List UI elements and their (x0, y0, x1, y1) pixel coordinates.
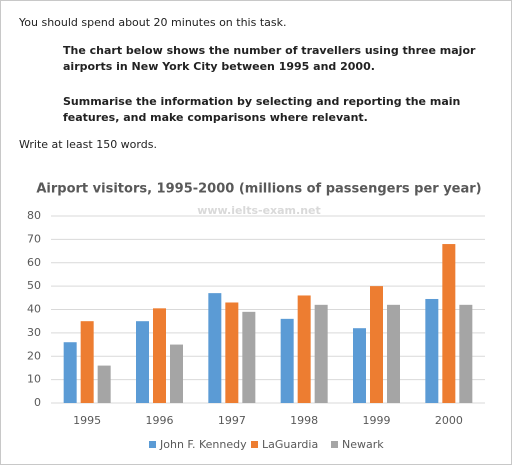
x-tick-label: 1997 (218, 414, 246, 427)
bar (170, 344, 183, 403)
bar (353, 328, 366, 403)
bar (297, 295, 311, 403)
bar (136, 321, 149, 403)
bar (225, 302, 239, 403)
task-text: Summarise the information by selecting a… (63, 95, 461, 124)
legend-label: John F. Kennedy (159, 438, 247, 451)
y-tick-label: 10 (27, 373, 41, 386)
legend-swatch (251, 441, 258, 448)
bar (425, 298, 439, 403)
bar (242, 311, 256, 403)
legend-label: LaGuardia (262, 438, 318, 451)
chart: Airport visitors, 1995-2000 (millions of… (27, 182, 485, 451)
y-tick-label: 20 (27, 349, 41, 362)
instruction: You should spend about 20 minutes on thi… (19, 16, 287, 29)
y-tick-label: 40 (27, 303, 41, 316)
x-tick-label: 1998 (290, 414, 318, 427)
y-tick-label: 30 (27, 326, 41, 339)
bar (314, 304, 328, 403)
bar (442, 244, 456, 403)
word-count: Write at least 150 words. (19, 138, 157, 151)
bar (370, 286, 383, 403)
bar (63, 342, 77, 403)
bar (208, 293, 222, 403)
bar (459, 304, 473, 403)
bar (153, 308, 166, 403)
watermark: www.ielts-exam.net (197, 204, 321, 217)
bar (387, 304, 400, 403)
bar (97, 365, 111, 403)
legend-label: Newark (342, 438, 384, 451)
bar (80, 321, 94, 403)
x-tick-label: 2000 (435, 414, 463, 427)
x-tick-label: 1995 (73, 414, 101, 427)
y-tick-label: 0 (34, 396, 41, 409)
bar (280, 318, 294, 403)
chart-title: Airport visitors, 1995-2000 (millions of… (36, 182, 481, 197)
y-tick-label: 80 (27, 209, 41, 222)
y-tick-label: 60 (27, 256, 41, 269)
y-tick-label: 70 (27, 232, 41, 245)
legend-swatch (331, 441, 338, 448)
x-tick-label: 1996 (146, 414, 174, 427)
x-tick-label: 1999 (363, 414, 391, 427)
legend-swatch (149, 441, 156, 448)
y-tick-label: 50 (27, 279, 41, 292)
task-text: The chart below shows the number of trav… (63, 44, 476, 73)
